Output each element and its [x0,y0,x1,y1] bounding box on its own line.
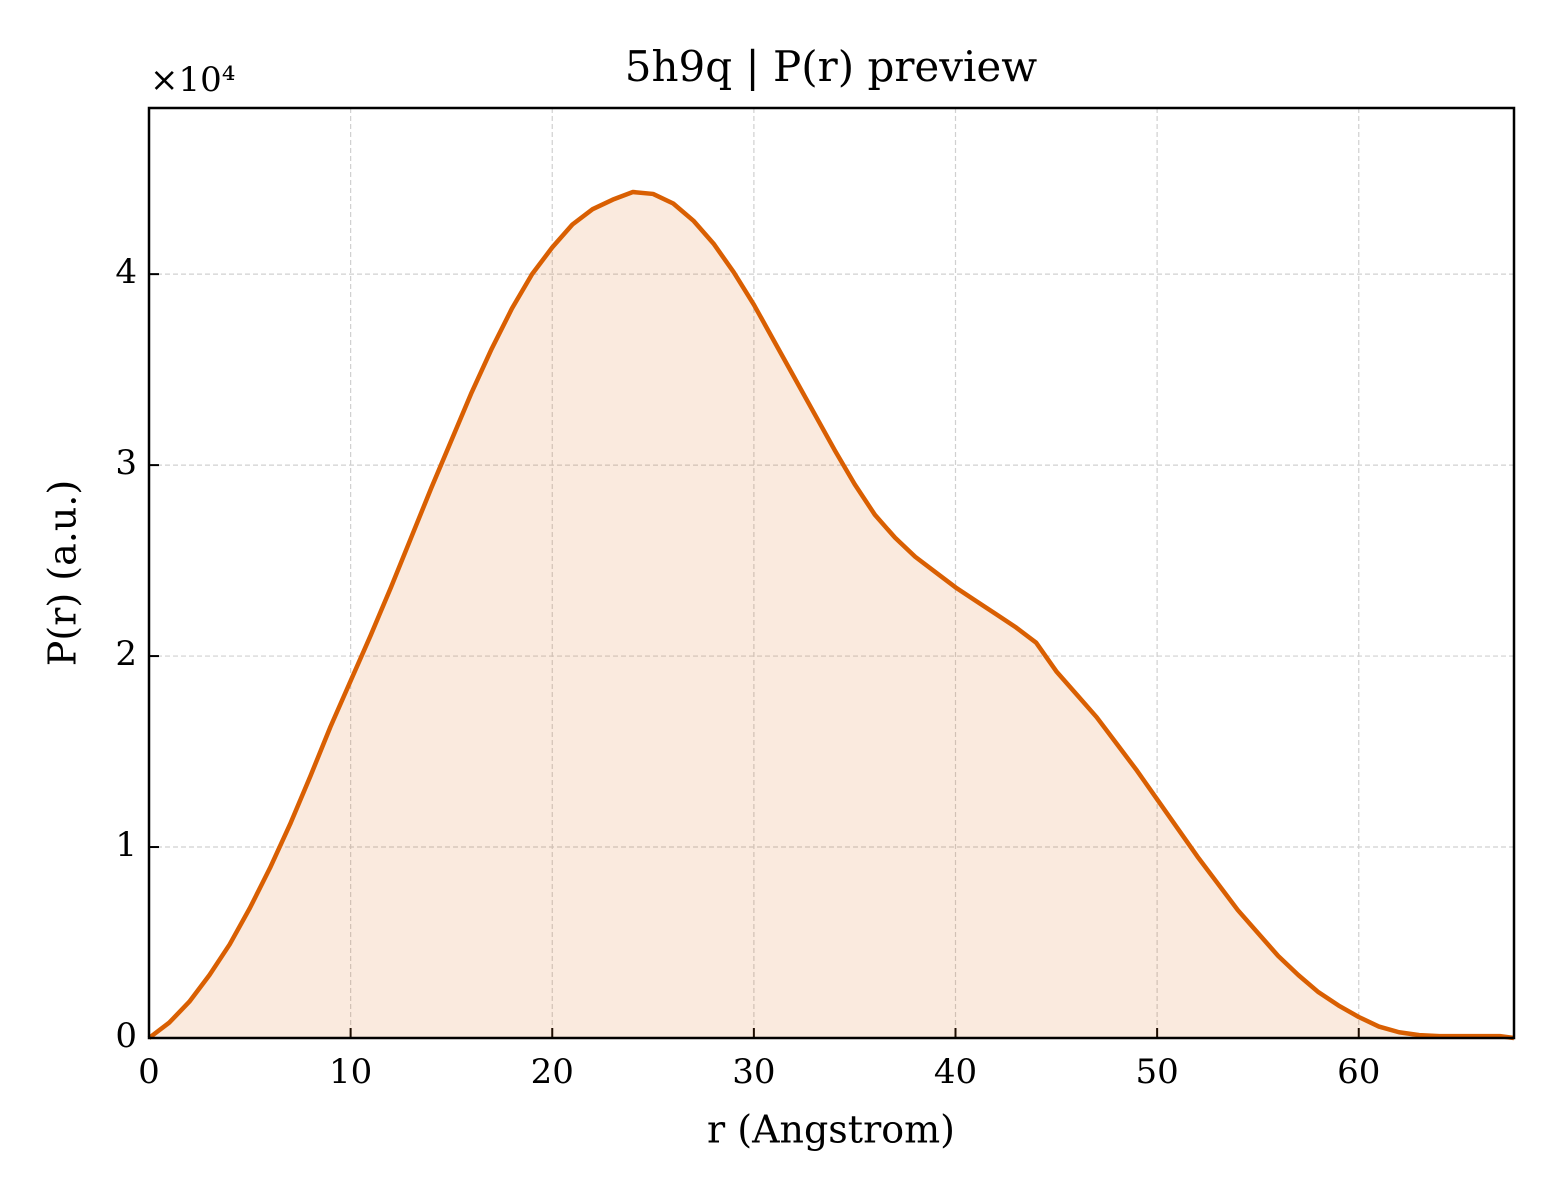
y-axis-label: P(r) (a.u.) [41,480,85,666]
x-tick-label: 30 [732,1052,775,1092]
chart-title: 5h9q | P(r) preview [625,42,1038,91]
y-multiplier: ×10⁴ [150,60,235,100]
x-tick-label: 50 [1135,1052,1178,1092]
x-tick-label: 40 [934,1052,977,1092]
line [147,189,1515,1041]
y-tick-label: 2 [115,634,137,674]
x-tick-label: 0 [138,1052,160,1092]
x-tick-label: 60 [1337,1052,1380,1092]
x-tick-label: 10 [329,1052,372,1092]
x-axis-label: r (Angstrom) [707,1108,955,1152]
x-tick-label: 20 [531,1052,574,1092]
y-tick-label: 0 [115,1016,137,1056]
y-tick-label: 1 [115,825,137,865]
y-tick-label: 3 [115,443,137,483]
plot-frame [147,106,1516,1040]
y-tick-label: 4 [115,252,137,292]
area [149,192,1514,1038]
